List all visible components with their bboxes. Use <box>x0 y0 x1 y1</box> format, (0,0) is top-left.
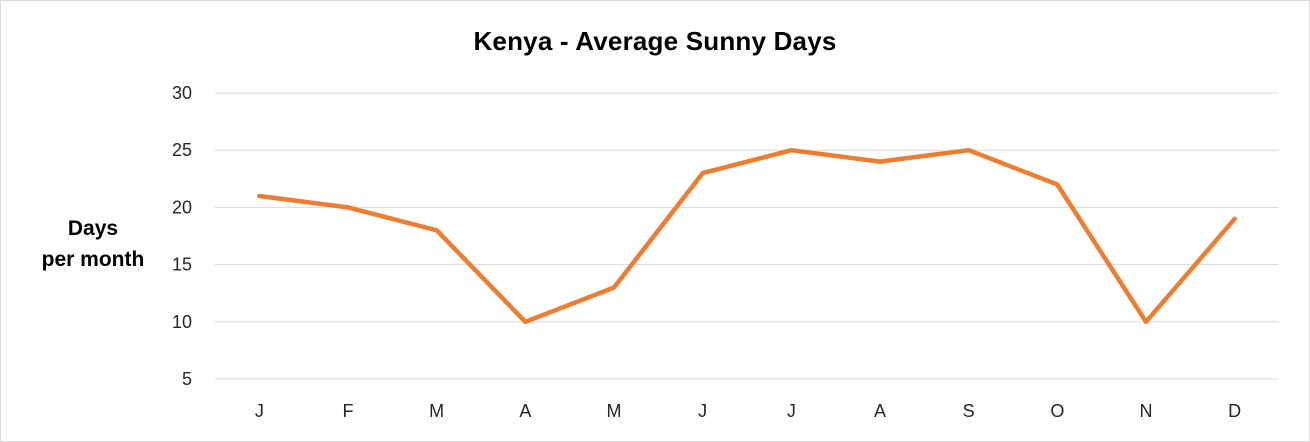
x-tick-label: J <box>787 401 796 421</box>
y-tick-label: 30 <box>172 83 192 103</box>
x-tick-label: O <box>1050 401 1064 421</box>
y-axis-label: Days per month <box>20 213 166 275</box>
y-tick-label: 20 <box>172 197 192 217</box>
gridlines <box>215 92 1279 380</box>
x-tick-label: F <box>343 401 354 421</box>
x-tick-label: M <box>429 401 444 421</box>
x-tick-label: A <box>874 401 886 421</box>
y-axis-label-line-2: per month <box>41 248 145 271</box>
y-tick-label: 5 <box>182 369 192 389</box>
y-tick-label: 15 <box>172 255 192 275</box>
x-tick-label: M <box>607 401 622 421</box>
x-tick-label: J <box>698 401 707 421</box>
y-tick-label: 10 <box>172 312 192 332</box>
y-tick-label: 25 <box>172 140 192 160</box>
x-tick-label: N <box>1140 401 1153 421</box>
y-axis-label-line-1: Days <box>67 217 119 240</box>
series-line <box>257 147 1237 325</box>
x-tick-label: A <box>519 401 531 421</box>
x-tick-label: D <box>1228 401 1241 421</box>
y-axis-ticks: 5 10 15 20 25 30 <box>172 83 192 389</box>
series-layer <box>257 147 1237 325</box>
x-tick-label: S <box>963 401 975 421</box>
x-tick-label: J <box>255 401 264 421</box>
chart-title: Kenya - Average Sunny Days <box>473 26 837 56</box>
